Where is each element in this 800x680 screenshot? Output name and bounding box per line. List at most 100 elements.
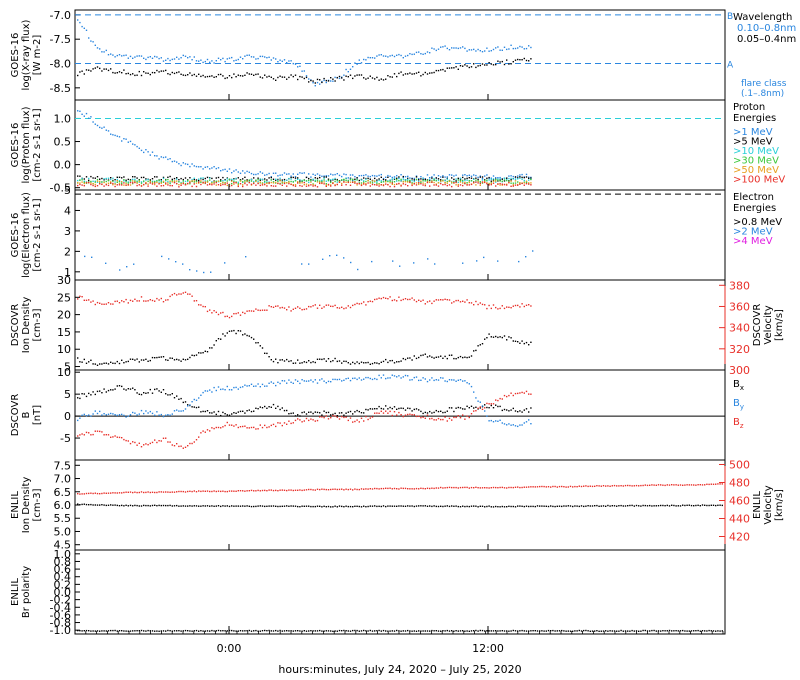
data-point [616,485,618,487]
data-point [286,185,288,187]
data-point [233,73,235,75]
y-tick-label: -0.5 [50,182,71,195]
data-point [112,436,114,438]
data-point [499,630,501,632]
data-point [233,181,235,184]
data-point [508,180,510,182]
data-point [385,297,387,299]
data-point [354,178,356,180]
data-point [143,180,145,182]
data-point [167,176,169,178]
data-point [180,164,182,167]
data-point [226,58,228,60]
data-point [231,76,233,79]
y-axis-label: DSCOVR [10,304,21,347]
data-point [363,629,365,632]
data-point [200,183,202,186]
data-point [314,85,316,87]
data-point [195,439,198,441]
data-point [143,183,145,186]
data-point [514,47,517,50]
data-point [103,179,105,181]
data-point [147,392,149,394]
data-point [435,379,437,381]
x-tick-label: 12:00 [472,642,504,655]
data-point [110,361,112,363]
data-point [105,180,107,183]
data-point [118,362,121,365]
data-point [426,412,429,414]
data-point [396,414,398,416]
data-point [354,488,356,490]
data-point [79,183,81,186]
data-point [616,505,618,507]
data-point [358,630,360,632]
data-point [233,180,235,183]
data-point [158,440,160,442]
data-point [294,74,297,76]
data-point [462,356,464,359]
data-point [459,630,462,632]
data-point [140,296,143,298]
data-point [380,176,382,178]
data-point [426,505,429,507]
data-point [415,630,418,632]
data-point [200,411,202,413]
data-point [464,178,466,180]
data-point [233,412,235,414]
data-point [96,630,99,632]
data-point [492,407,495,409]
data-point [468,630,470,632]
data-point [521,303,523,305]
data-point [143,71,145,73]
series-bz [77,390,532,449]
data-point [378,363,380,365]
data-point [222,183,224,186]
data-point [706,504,708,507]
data-point [343,74,345,76]
data-point [382,296,385,299]
data-point [272,505,275,507]
data-point [189,177,191,179]
data-point [404,409,407,411]
data-point [151,412,154,415]
data-point [211,182,213,184]
data-point [132,300,134,302]
data-point [305,630,308,632]
data-point [286,409,288,412]
data-point [244,176,246,178]
data-point [206,429,209,431]
data-point [250,489,253,492]
data-point [77,419,79,422]
data-point [209,75,211,78]
data-point [321,506,323,508]
data-point [422,412,424,415]
data-point [297,78,299,81]
data-point [310,418,312,420]
data-point [281,359,283,361]
data-point [422,354,424,356]
data-point [145,179,147,181]
data-point [523,422,525,424]
data-point [129,414,132,416]
data-point [596,630,598,632]
data-point [116,135,118,137]
data-point [453,357,455,360]
data-point [528,177,530,179]
data-point [519,306,521,308]
data-point [180,410,182,412]
data-point [132,178,134,181]
data-point [105,184,107,186]
data-point [308,263,310,265]
data-point [217,167,220,169]
data-point [376,412,378,414]
data-point [246,490,248,492]
data-point [367,177,369,179]
data-point [149,410,151,413]
data-point [402,630,404,632]
data-point [396,300,398,302]
data-point [132,73,134,75]
data-point [272,78,275,80]
y-tick-label: 20 [57,309,71,322]
